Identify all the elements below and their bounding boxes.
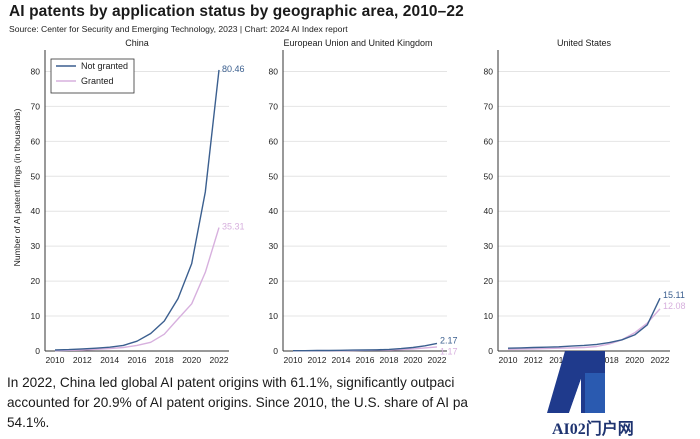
series-line-not-granted	[293, 343, 437, 350]
end-label-not-granted: 80.46	[222, 64, 245, 74]
y-tick-label: 70	[484, 101, 494, 111]
x-tick-label: 2012	[308, 355, 327, 365]
y-tick-label: 0	[273, 346, 278, 356]
caption-text: In 2022, China led global AI patent orig…	[7, 373, 495, 433]
x-tick-label: 2012	[524, 355, 543, 365]
x-tick-label: 2016	[356, 355, 375, 365]
y-tick-label: 0	[35, 346, 40, 356]
series-line-not-granted	[508, 298, 660, 348]
x-tick-label: 2022	[428, 355, 447, 365]
y-tick-label: 60	[269, 136, 279, 146]
y-tick-label: 30	[269, 241, 279, 251]
y-tick-label: 80	[31, 66, 41, 76]
watermark-text: AI02门户网	[552, 415, 634, 439]
end-label-granted: 12.08	[663, 301, 686, 311]
y-tick-label: 80	[269, 66, 279, 76]
x-tick-label: 2020	[404, 355, 423, 365]
caption-line-1: In 2022, China led global AI patent orig…	[7, 373, 495, 393]
y-tick-label: 30	[484, 241, 494, 251]
y-tick-label: 40	[31, 206, 41, 216]
x-tick-label: 2012	[73, 355, 92, 365]
end-label-granted: 1.17	[440, 346, 458, 356]
series-line-not-granted	[55, 70, 219, 350]
y-tick-label: 20	[484, 276, 494, 286]
end-label-not-granted: 15.11	[663, 290, 685, 300]
y-tick-label: 10	[31, 311, 41, 321]
y-tick-label: 20	[31, 276, 41, 286]
legend-label-not-granted: Not granted	[81, 61, 128, 71]
x-tick-label: 2010	[284, 355, 303, 365]
y-tick-label: 40	[484, 206, 494, 216]
y-tick-label: 40	[269, 206, 279, 216]
y-tick-label: 20	[269, 276, 279, 286]
legend-label-granted: Granted	[81, 76, 114, 86]
y-tick-label: 60	[31, 136, 41, 146]
x-tick-label: 2018	[380, 355, 399, 365]
y-tick-label: 10	[484, 311, 494, 321]
x-tick-label: 2014	[100, 355, 119, 365]
end-label-not-granted: 2.17	[440, 335, 458, 345]
y-tick-label: 50	[269, 171, 279, 181]
x-tick-label: 2010	[46, 355, 65, 365]
y-axis-title: Number of AI patent filings (in thousand…	[12, 109, 22, 267]
caption-line-2: accounted for 20.9% of AI patent origins…	[7, 393, 495, 413]
y-tick-label: 0	[488, 346, 493, 356]
y-tick-label: 30	[31, 241, 41, 251]
y-tick-label: 60	[484, 136, 494, 146]
y-tick-label: 10	[269, 311, 279, 321]
y-tick-label: 70	[31, 101, 41, 111]
caption-line-3: 54.1%.	[7, 413, 495, 433]
y-tick-label: 80	[484, 66, 494, 76]
x-tick-label: 2022	[210, 355, 229, 365]
x-tick-label: 2016	[128, 355, 147, 365]
y-tick-label: 50	[484, 171, 494, 181]
x-tick-label: 2014	[332, 355, 351, 365]
end-label-granted: 35.31	[222, 222, 245, 232]
x-tick-label: 2018	[155, 355, 174, 365]
series-line-granted	[508, 309, 660, 350]
x-tick-label: 2010	[499, 355, 518, 365]
y-tick-label: 50	[31, 171, 41, 181]
y-tick-label: 70	[269, 101, 279, 111]
x-tick-label: 2020	[182, 355, 201, 365]
